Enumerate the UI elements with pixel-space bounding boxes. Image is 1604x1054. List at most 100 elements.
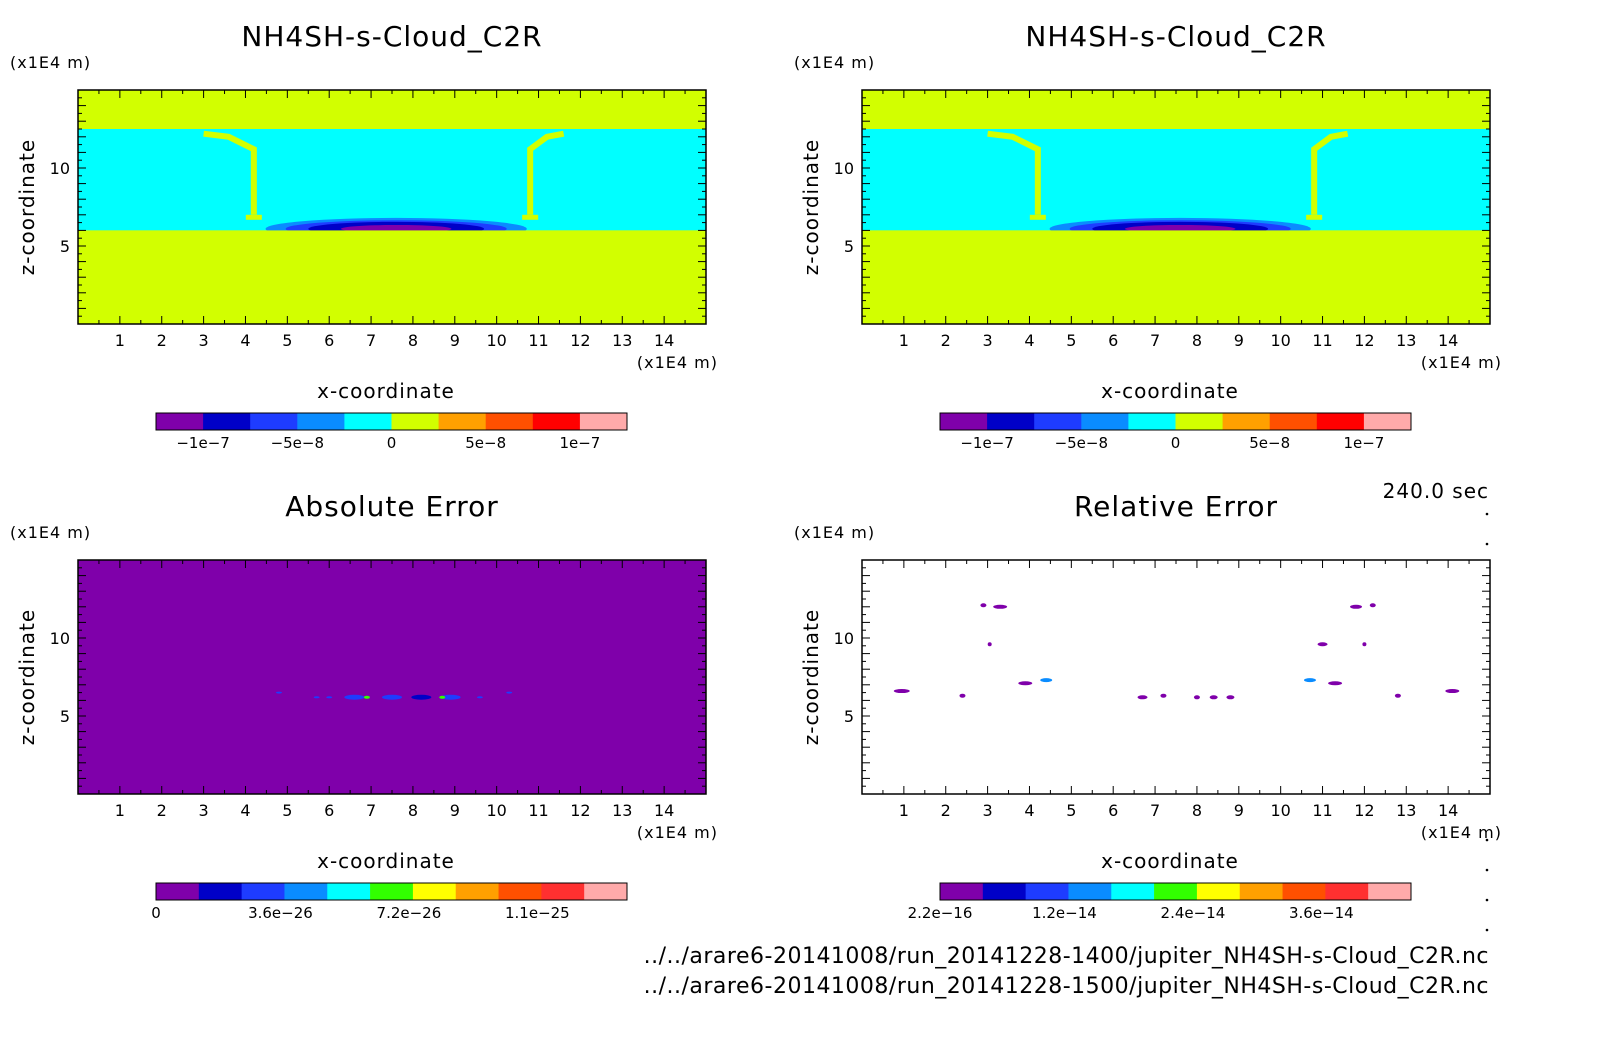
margin-dot bbox=[1485, 542, 1489, 546]
field-background bbox=[78, 560, 706, 794]
ticks bbox=[862, 560, 1490, 794]
margin-dots bbox=[1485, 512, 1489, 932]
y-axis-label: z-coordinate bbox=[799, 609, 823, 745]
error-dot-4 bbox=[506, 691, 513, 694]
rel-error-spot-11 bbox=[1040, 678, 1053, 683]
x-tick-label: 5 bbox=[282, 331, 292, 350]
x-tick-label: 12 bbox=[1354, 801, 1374, 820]
x-tick-label: 11 bbox=[1312, 801, 1332, 820]
rel-error-spot-18 bbox=[1226, 695, 1235, 700]
colorbar-swatch bbox=[987, 413, 1035, 430]
y-unit-label: (x1E4 m) bbox=[794, 53, 875, 72]
rel-error-spot-19 bbox=[1394, 693, 1401, 698]
x-tick-label: 2 bbox=[941, 331, 951, 350]
x-tick-label: 6 bbox=[324, 801, 334, 820]
ticks bbox=[78, 560, 706, 794]
x-tick-label: 8 bbox=[408, 331, 418, 350]
error-spot-4 bbox=[440, 694, 461, 700]
colorbar-frame bbox=[155, 412, 628, 431]
panel-title: NH4SH-s-Cloud_C2R bbox=[1025, 20, 1326, 53]
x-unit-label: (x1E4 m) bbox=[1421, 353, 1502, 372]
colorbar-swatch bbox=[584, 883, 628, 900]
colorbar-frame bbox=[939, 412, 1412, 431]
colorbar-label: 5e−8 bbox=[1249, 434, 1290, 452]
colorbar-frame bbox=[939, 882, 1412, 901]
x-tick-label: 5 bbox=[1066, 331, 1076, 350]
x-unit-label: (x1E4 m) bbox=[637, 823, 718, 842]
ticks bbox=[862, 90, 1490, 324]
x-unit-label: (x1E4 m) bbox=[1421, 823, 1502, 842]
y-axis-label: z-coordinate bbox=[799, 139, 823, 275]
colorbar-label: 5e−8 bbox=[465, 434, 506, 452]
x-tick-label: 9 bbox=[1234, 331, 1244, 350]
panel-title: NH4SH-s-Cloud_C2R bbox=[241, 20, 542, 53]
x-tick-label: 8 bbox=[1192, 331, 1202, 350]
y-axis-label: z-coordinate bbox=[15, 139, 39, 275]
x-tick-label: 1 bbox=[115, 801, 125, 820]
x-tick-label: 9 bbox=[1234, 801, 1244, 820]
lower-layer bbox=[78, 230, 706, 324]
x-tick-label: 12 bbox=[570, 801, 590, 820]
rel-error-spot-7 bbox=[1317, 642, 1328, 647]
rel-error-spot-12 bbox=[1303, 678, 1316, 683]
x-tick-label: 14 bbox=[1438, 801, 1458, 820]
colorbar-swatch bbox=[1128, 413, 1176, 430]
colorbar: 2.2e−16 1.2e−14 2.4e−14 3.6e−14 bbox=[908, 882, 1412, 922]
x-tick-label: 4 bbox=[240, 331, 250, 350]
x-unit-label: (x1E4 m) bbox=[637, 353, 718, 372]
x-tick-label: 10 bbox=[1270, 331, 1290, 350]
updraft-column-2 bbox=[1311, 130, 1349, 215]
error-dot-2 bbox=[326, 696, 333, 699]
y-unit-label: (x1E4 m) bbox=[794, 523, 875, 542]
colorbar-swatch bbox=[1363, 413, 1412, 430]
colorbar-frame bbox=[155, 882, 628, 901]
ticks bbox=[78, 90, 706, 324]
updraft-column-2 bbox=[527, 130, 565, 215]
rel-error-spot-3 bbox=[1350, 604, 1363, 609]
error-spot-1 bbox=[344, 694, 365, 700]
footer-file-1: ../../arare6-20141008/run_20141228-1400/… bbox=[644, 944, 1489, 969]
cloud-layer bbox=[78, 129, 706, 231]
colorbar-swatch bbox=[156, 883, 200, 900]
x-tick-label: 2 bbox=[941, 801, 951, 820]
panel-title: Absolute Error bbox=[285, 490, 499, 523]
colorbar-label: 1.2e−14 bbox=[1032, 904, 1097, 922]
colorbar-swatch bbox=[498, 883, 542, 900]
x-tick-label: 2 bbox=[157, 331, 167, 350]
rel-error-spot-20 bbox=[1445, 689, 1460, 694]
colorbar-label: −1e−7 bbox=[960, 434, 1013, 452]
x-tick-label: 1 bbox=[899, 801, 909, 820]
colorbar-swatch bbox=[455, 883, 500, 900]
colorbar-swatch bbox=[284, 883, 328, 900]
colorbar-label: 0 bbox=[151, 904, 161, 922]
rel-error-spot-15 bbox=[1160, 693, 1167, 698]
x-tick-label: 7 bbox=[366, 801, 376, 820]
margin-dot bbox=[1485, 512, 1489, 516]
colorbar-label: 1e−7 bbox=[1343, 434, 1384, 452]
footer-file-2: ../../arare6-20141008/run_20141228-1500/… bbox=[644, 974, 1489, 999]
colorbar-label: 1.1e−25 bbox=[505, 904, 570, 922]
x-tick-label: 7 bbox=[1150, 801, 1160, 820]
colorbar: −1e−7 −5e−8 0 5e−8 1e−7 bbox=[155, 412, 628, 452]
column-foot-1 bbox=[1029, 214, 1046, 220]
y-tick-label: 5 bbox=[844, 707, 854, 726]
x-tick-label: 9 bbox=[450, 331, 460, 350]
colorbar-swatch bbox=[1081, 413, 1129, 430]
colorbar-swatch bbox=[940, 413, 988, 430]
rel-error-spot-1 bbox=[993, 604, 1008, 609]
panel-1: 1 2 3 4 5 6 7 8 9 10 11 12 13 14510NH4SH-s-Cloud_C2R(… bbox=[10, 20, 718, 452]
error-peak-1 bbox=[363, 695, 370, 699]
x-tick-label: 4 bbox=[1024, 331, 1034, 350]
colorbar-swatch bbox=[541, 883, 585, 900]
x-tick-label: 13 bbox=[612, 801, 632, 820]
y-tick-label: 10 bbox=[50, 159, 70, 178]
x-tick-label: 3 bbox=[983, 331, 993, 350]
y-tick-label: 10 bbox=[834, 629, 854, 648]
y-unit-label: (x1E4 m) bbox=[10, 53, 91, 72]
panel-title: Relative Error bbox=[1074, 490, 1278, 523]
colorbar-swatch bbox=[241, 883, 285, 900]
colorbar-label: 7.2e−26 bbox=[377, 904, 442, 922]
x-axis-label: x-coordinate bbox=[317, 379, 455, 403]
colorbar-swatch bbox=[344, 413, 392, 430]
